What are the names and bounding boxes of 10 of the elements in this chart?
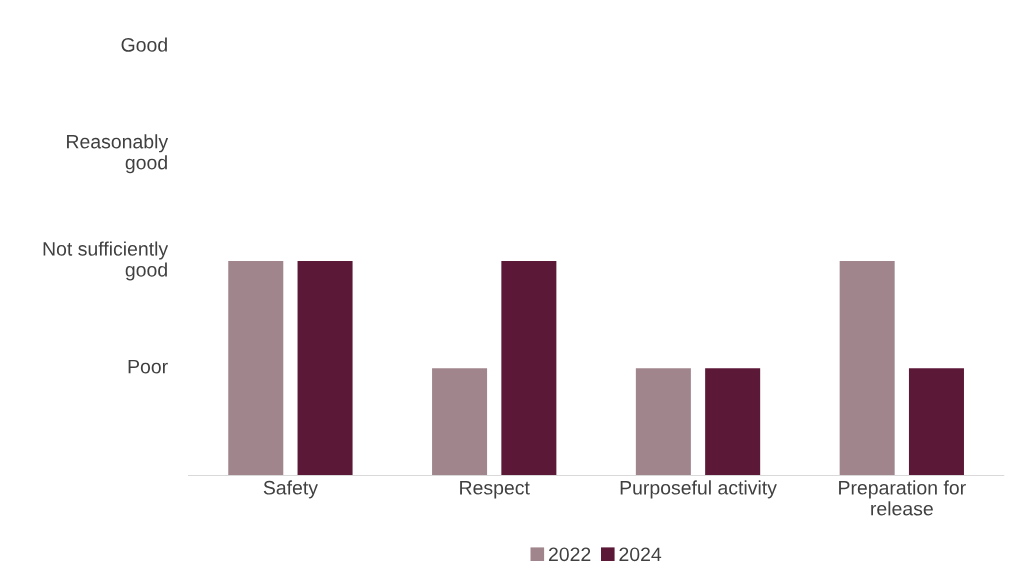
legend-label: 2024 bbox=[619, 547, 662, 562]
legend-label: 2022 bbox=[548, 547, 591, 562]
text: Poor bbox=[128, 359, 168, 374]
x-tick-label: Purposeful activity bbox=[620, 480, 777, 499]
text: Not sufficiently good bbox=[43, 241, 169, 281]
x-tick-label: Safety bbox=[263, 480, 318, 499]
x-tick-label: Respect bbox=[460, 481, 530, 499]
x-tick-label: Preparation for release bbox=[839, 480, 966, 516]
text: Reasonably good bbox=[67, 134, 169, 174]
text: Good bbox=[121, 37, 167, 52]
